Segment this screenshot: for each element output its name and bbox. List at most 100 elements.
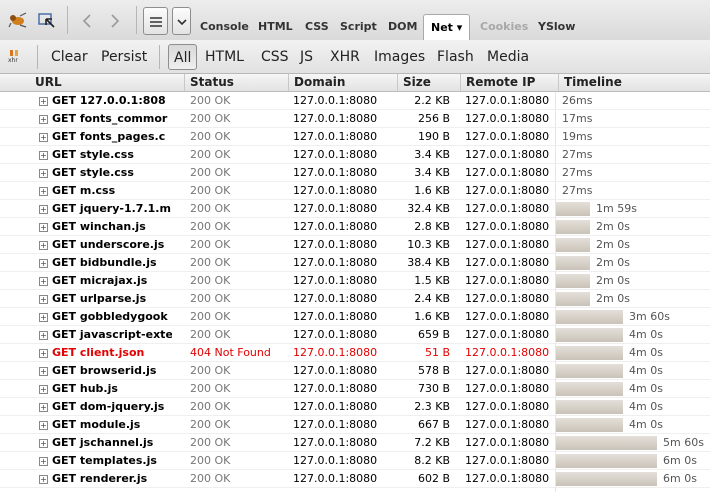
xhr-persist-icon[interactable]: xhr	[8, 49, 22, 65]
request-row[interactable]: + GET urlparse.js 200 OK 127.0.0.1:8080 2.4 …	[0, 290, 710, 308]
request-row[interactable]: + GET fonts_pages.c 200 OK 127.0.0.1:8080 19…	[0, 128, 710, 146]
expand-toggle-icon[interactable]: +	[39, 331, 48, 340]
request-remote-ip: 127.0.0.1:8080	[465, 148, 550, 161]
request-row[interactable]: + GET fonts_commor 200 OK 127.0.0.1:8080 256…	[0, 110, 710, 128]
request-status: 200 OK	[190, 130, 231, 143]
request-row[interactable]: + GET javascript-exte 200 OK 127.0.0.1:8080…	[0, 326, 710, 344]
request-size: 2.4 KB	[414, 292, 450, 305]
request-status: 200 OK	[190, 328, 231, 341]
tab-console[interactable]: Console	[200, 20, 249, 33]
firebug-icon[interactable]	[5, 7, 31, 33]
request-row[interactable]: + GET jschannel.js 200 OK 127.0.0.1:8080 7.2…	[0, 434, 710, 452]
filter-flash[interactable]: Flash	[437, 49, 474, 65]
request-url: GET 127.0.0.1:808	[52, 94, 166, 107]
expand-toggle-icon[interactable]: +	[39, 151, 48, 160]
timeline-duration: 2m 0s	[596, 238, 630, 251]
request-row[interactable]: + GET dom-jquery.js 200 OK 127.0.0.1:8080 2.…	[0, 398, 710, 416]
timeline-bar	[556, 364, 623, 378]
expand-toggle-icon[interactable]: +	[39, 403, 48, 412]
request-remote-ip: 127.0.0.1:8080	[465, 454, 550, 467]
timeline-duration: 4m 0s	[629, 418, 663, 431]
timeline-duration: 6m 0s	[663, 454, 697, 467]
tab-yslow[interactable]: YSlow	[538, 20, 576, 33]
persist-button[interactable]: Persist	[101, 49, 148, 65]
request-remote-ip: 127.0.0.1:8080	[465, 238, 550, 251]
column-domain[interactable]: Domain	[288, 74, 397, 91]
filter-images[interactable]: Images	[374, 49, 426, 65]
filter-media[interactable]: Media	[487, 49, 530, 65]
request-row[interactable]: + GET templates.js 200 OK 127.0.0.1:8080 8.2…	[0, 452, 710, 470]
expand-toggle-icon[interactable]: +	[39, 277, 48, 286]
request-size: 3.4 KB	[414, 166, 450, 179]
request-row[interactable]: + GET style.css 200 OK 127.0.0.1:8080 3.4 KB…	[0, 164, 710, 182]
request-domain: 127.0.0.1:8080	[293, 346, 378, 359]
inspect-icon[interactable]	[34, 7, 60, 33]
forward-arrow-icon[interactable]	[102, 8, 128, 34]
timeline-bar	[556, 454, 657, 468]
request-row[interactable]: + GET browserid.js 200 OK 127.0.0.1:8080 578…	[0, 362, 710, 380]
request-url: GET bidbundle.js	[52, 256, 157, 269]
expand-toggle-icon[interactable]: +	[39, 475, 48, 484]
column-remote-ip[interactable]: Remote IP	[460, 74, 558, 91]
panel-list-dropdown[interactable]	[172, 7, 191, 35]
request-size: 2.8 KB	[414, 220, 450, 233]
request-row[interactable]: + GET client.json 404 Not Found 127.0.0.1:8…	[0, 344, 710, 362]
expand-toggle-icon[interactable]: +	[39, 187, 48, 196]
request-row[interactable]: + GET 127.0.0.1:808 200 OK 127.0.0.1:8080 2.…	[0, 92, 710, 110]
filter-all[interactable]: All	[168, 44, 198, 70]
request-remote-ip: 127.0.0.1:8080	[465, 436, 550, 449]
column-status[interactable]: Status	[184, 74, 288, 91]
expand-toggle-icon[interactable]: +	[39, 223, 48, 232]
tab-script[interactable]: Script	[340, 20, 377, 33]
tab-css[interactable]: CSS	[305, 20, 329, 33]
request-url: GET micrajax.js	[52, 274, 148, 287]
expand-toggle-icon[interactable]: +	[39, 367, 48, 376]
expand-toggle-icon[interactable]: +	[39, 115, 48, 124]
request-status: 200 OK	[190, 472, 231, 485]
expand-toggle-icon[interactable]: +	[39, 421, 48, 430]
tab-net[interactable]: Net ▾	[423, 14, 471, 40]
expand-toggle-icon[interactable]: +	[39, 439, 48, 448]
expand-toggle-icon[interactable]: +	[39, 205, 48, 214]
column-url[interactable]: URL	[35, 75, 62, 89]
expand-toggle-icon[interactable]: +	[39, 133, 48, 142]
filter-xhr[interactable]: XHR	[330, 49, 360, 65]
column-timeline[interactable]: Timeline	[558, 74, 710, 91]
clear-button[interactable]: Clear	[51, 49, 88, 65]
request-remote-ip: 127.0.0.1:8080	[465, 202, 550, 215]
panel-menu-button[interactable]	[143, 7, 168, 35]
request-row[interactable]: + GET micrajax.js 200 OK 127.0.0.1:8080 1.5 …	[0, 272, 710, 290]
tab-dom[interactable]: DOM	[388, 20, 418, 33]
request-url: GET hub.js	[52, 382, 118, 395]
filter-css[interactable]: CSS	[261, 49, 289, 65]
request-remote-ip: 127.0.0.1:8080	[465, 166, 550, 179]
filter-html[interactable]: HTML	[205, 49, 244, 65]
request-status: 200 OK	[190, 184, 231, 197]
column-size[interactable]: Size	[397, 74, 460, 91]
request-row[interactable]: + GET module.js 200 OK 127.0.0.1:8080 667 B 1…	[0, 416, 710, 434]
request-row[interactable]: + GET gobbledygook 200 OK 127.0.0.1:8080 1.6…	[0, 308, 710, 326]
back-arrow-icon[interactable]	[74, 8, 100, 34]
expand-toggle-icon[interactable]: +	[39, 97, 48, 106]
tab-html[interactable]: HTML	[258, 20, 293, 33]
request-size: 190 B	[417, 130, 450, 143]
expand-toggle-icon[interactable]: +	[39, 295, 48, 304]
request-row[interactable]: + GET jquery-1.7.1.m 200 OK 127.0.0.1:8080 3…	[0, 200, 710, 218]
expand-toggle-icon[interactable]: +	[39, 385, 48, 394]
request-row[interactable]: + GET m.css 200 OK 127.0.0.1:8080 1.6 KB 127.…	[0, 182, 710, 200]
request-row[interactable]: + GET underscore.js 200 OK 127.0.0.1:8080 10…	[0, 236, 710, 254]
expand-toggle-icon[interactable]: +	[39, 349, 48, 358]
request-row[interactable]: + GET winchan.js 200 OK 127.0.0.1:8080 2.8 K…	[0, 218, 710, 236]
request-row[interactable]: + GET bidbundle.js 200 OK 127.0.0.1:8080 38.…	[0, 254, 710, 272]
expand-toggle-icon[interactable]: +	[39, 457, 48, 466]
request-row[interactable]: + GET style.css 200 OK 127.0.0.1:8080 3.4 KB…	[0, 146, 710, 164]
filter-js[interactable]: JS	[300, 49, 314, 65]
expand-toggle-icon[interactable]: +	[39, 169, 48, 178]
timeline-duration: 1m 59s	[596, 202, 637, 215]
request-row[interactable]: + GET hub.js 200 OK 127.0.0.1:8080 730 B 127.…	[0, 380, 710, 398]
expand-toggle-icon[interactable]: +	[39, 313, 48, 322]
xhr-icon-label: xhr	[8, 57, 18, 64]
expand-toggle-icon[interactable]: +	[39, 241, 48, 250]
expand-toggle-icon[interactable]: +	[39, 259, 48, 268]
request-row[interactable]: + GET renderer.js 200 OK 127.0.0.1:8080 602 …	[0, 470, 710, 488]
